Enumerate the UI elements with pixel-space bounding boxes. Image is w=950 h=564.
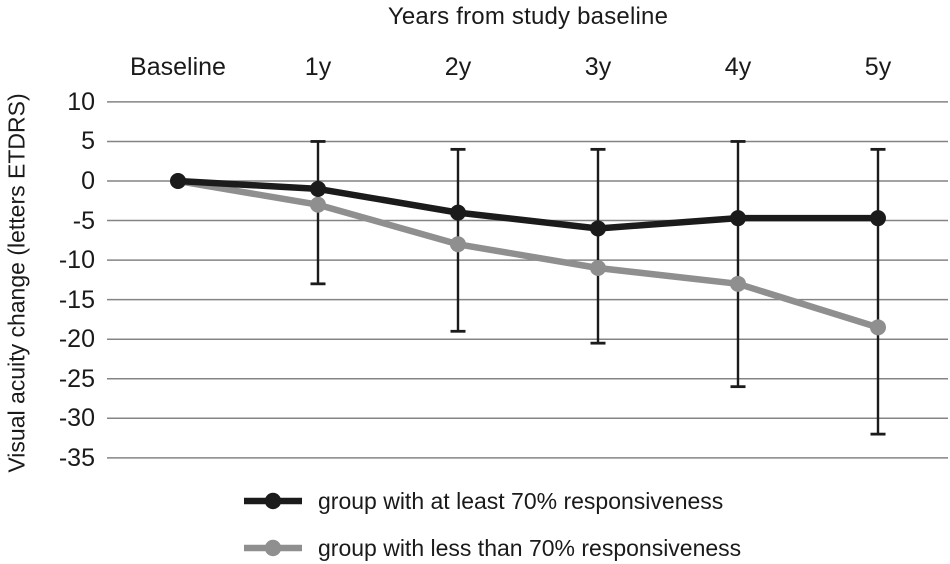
chart-title: Years from study baseline <box>387 3 669 30</box>
data-point <box>730 275 746 292</box>
x-axis-tick: 4y <box>724 53 752 81</box>
y-axis-tick: -35 <box>58 443 95 472</box>
data-point <box>590 260 606 277</box>
data-point <box>310 180 326 197</box>
data-point <box>450 204 466 221</box>
x-axis-tick: 2y <box>444 53 472 81</box>
series-line <box>174 177 882 331</box>
x-axis-tick: 1y <box>304 53 332 81</box>
x-axis-tick: 3y <box>584 53 612 81</box>
legend-marker-line-dot-icon <box>244 492 302 510</box>
y-axis-tick: -15 <box>58 285 95 314</box>
data-point <box>590 220 606 237</box>
legend: group with at least 70% responsiveness g… <box>242 487 741 564</box>
y-axis-tick: 0 <box>81 167 95 195</box>
legend-marker-line-dot-icon <box>244 539 302 557</box>
legend-item: group with at least 70% responsiveness <box>242 487 741 515</box>
data-point <box>870 210 886 227</box>
legend-label: group with less than 70% responsiveness <box>318 534 742 561</box>
y-axis-tick: 10 <box>67 87 95 116</box>
y-axis-tick: -25 <box>58 364 95 393</box>
legend-label: group with at least 70% responsiveness <box>318 487 724 514</box>
series-line <box>174 177 882 232</box>
x-axis-tick: 5y <box>864 53 892 81</box>
y-axis-tick: 5 <box>81 127 95 156</box>
data-point <box>870 319 886 336</box>
data-point <box>170 173 186 189</box>
x-axis-tick: Baseline <box>130 53 226 81</box>
data-point <box>310 196 326 213</box>
data-point <box>730 210 746 227</box>
legend-item: group with less than 70% responsiveness <box>242 534 741 562</box>
y-axis-tick: -10 <box>58 246 95 275</box>
y-axis-tick: -5 <box>72 206 95 235</box>
data-point <box>450 236 466 253</box>
y-axis-tick: -30 <box>58 404 95 433</box>
y-axis-tick: -20 <box>58 325 95 354</box>
